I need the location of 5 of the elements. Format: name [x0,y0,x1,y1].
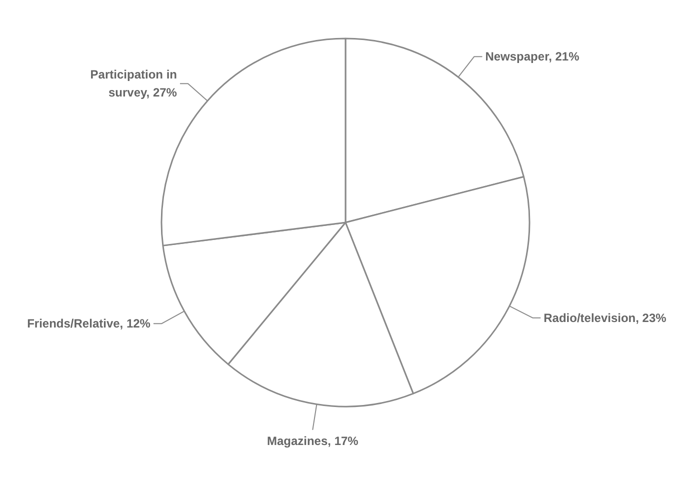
slice-label: Magazines, 17% [266,434,359,448]
slice-label: Radio/television, 23% [544,310,667,325]
slice-label: Newspaper, 21% [485,50,580,64]
slice-label: Participation in survey, 27% [90,68,178,100]
slice-label: Friends/Relative, 12% [27,316,151,331]
